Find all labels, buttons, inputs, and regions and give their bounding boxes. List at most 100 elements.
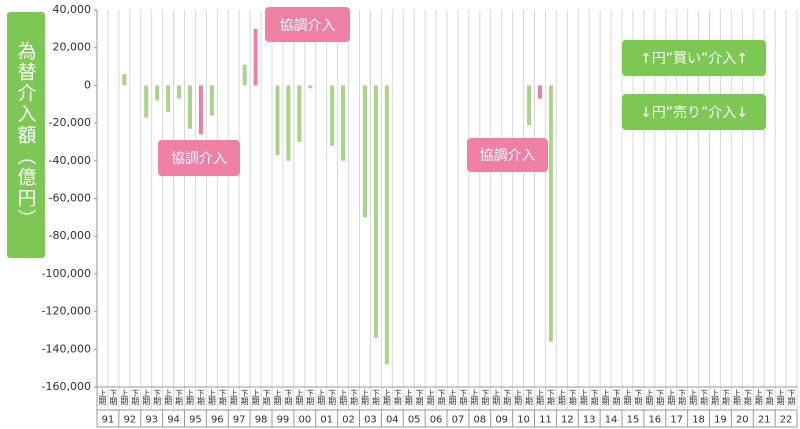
annotation: 協調介入 bbox=[467, 138, 548, 172]
half-label: 上期 bbox=[623, 389, 632, 406]
year-label: 06 bbox=[430, 415, 443, 426]
year-label: 19 bbox=[714, 415, 727, 426]
half-label: 上期 bbox=[601, 389, 610, 406]
year-label: 05 bbox=[408, 415, 421, 426]
bar bbox=[198, 85, 203, 135]
half-label: 下期 bbox=[481, 389, 490, 406]
bar bbox=[177, 85, 182, 99]
year-label: 94 bbox=[167, 415, 180, 426]
bar bbox=[384, 85, 389, 365]
year-label: 96 bbox=[211, 415, 224, 426]
year-label: 16 bbox=[648, 415, 661, 426]
half-label: 下期 bbox=[656, 389, 665, 406]
year-label: 00 bbox=[298, 415, 311, 426]
bar bbox=[155, 85, 160, 101]
y-tick-label: -40,000 bbox=[49, 154, 91, 167]
bar bbox=[187, 85, 192, 129]
y-tick-label: -60,000 bbox=[49, 192, 91, 205]
half-label: 上期 bbox=[448, 389, 457, 406]
half-label: 下期 bbox=[196, 389, 205, 406]
year-label: 10 bbox=[517, 415, 530, 426]
bar bbox=[122, 74, 127, 86]
bar bbox=[297, 85, 302, 142]
year-label: 95 bbox=[189, 415, 202, 426]
year-label: 04 bbox=[386, 415, 399, 426]
year-label: 99 bbox=[277, 415, 290, 426]
half-label: 上期 bbox=[404, 389, 413, 406]
y-tick-label: -120,000 bbox=[42, 305, 91, 318]
bar bbox=[144, 85, 149, 118]
half-label: 下期 bbox=[371, 389, 380, 406]
half-label: 上期 bbox=[185, 389, 194, 406]
half-label: 下期 bbox=[787, 389, 796, 406]
half-label: 上期 bbox=[339, 389, 348, 406]
half-label: 上期 bbox=[579, 389, 588, 406]
half-label: 上期 bbox=[710, 389, 719, 406]
half-label: 上期 bbox=[120, 389, 129, 406]
half-label: 上期 bbox=[535, 389, 544, 406]
year-label: 01 bbox=[320, 415, 333, 426]
year-label: 92 bbox=[123, 415, 136, 426]
half-label: 下期 bbox=[175, 389, 184, 406]
annotation: ↑円”買い”介入↑ bbox=[622, 40, 766, 76]
half-label: 上期 bbox=[776, 389, 785, 406]
bar bbox=[242, 64, 247, 86]
year-label: 09 bbox=[495, 415, 508, 426]
half-label: 下期 bbox=[700, 389, 709, 406]
half-label: 下期 bbox=[218, 389, 227, 406]
y-axis-label: 為替介入額（億円） bbox=[7, 12, 45, 258]
half-label: 下期 bbox=[262, 389, 271, 406]
bar bbox=[373, 85, 378, 338]
half-label: 下期 bbox=[525, 389, 534, 406]
half-label: 上期 bbox=[492, 389, 501, 406]
annotation: 協調介入 bbox=[158, 140, 240, 176]
half-label: 下期 bbox=[765, 389, 774, 406]
half-label: 下期 bbox=[350, 389, 359, 406]
y-tick-label: -20,000 bbox=[49, 116, 91, 129]
half-label: 上期 bbox=[317, 389, 326, 406]
half-label: 下期 bbox=[590, 389, 599, 406]
y-tick-label: 0 bbox=[84, 78, 91, 91]
bar bbox=[341, 85, 346, 161]
bar bbox=[362, 85, 367, 218]
bar bbox=[286, 85, 291, 161]
half-label: 下期 bbox=[568, 389, 577, 406]
half-label: 下期 bbox=[743, 389, 752, 406]
half-label: 下期 bbox=[306, 389, 315, 406]
year-label: 93 bbox=[145, 415, 158, 426]
year-label: 97 bbox=[233, 415, 246, 426]
half-label: 上期 bbox=[645, 389, 654, 406]
year-label: 98 bbox=[255, 415, 268, 426]
year-label: 08 bbox=[473, 415, 486, 426]
half-label: 上期 bbox=[557, 389, 566, 406]
bar bbox=[330, 85, 335, 146]
year-label: 14 bbox=[605, 415, 618, 426]
half-label: 下期 bbox=[437, 389, 446, 406]
bar bbox=[209, 85, 214, 116]
half-label: 上期 bbox=[207, 389, 216, 406]
half-label: 下期 bbox=[131, 389, 140, 406]
y-tick-label: 40,000 bbox=[53, 3, 92, 16]
year-label: 20 bbox=[736, 415, 749, 426]
bar bbox=[275, 85, 280, 156]
year-label: 03 bbox=[364, 415, 377, 426]
half-label: 下期 bbox=[612, 389, 621, 406]
half-label: 上期 bbox=[514, 389, 523, 406]
annotation: 協調介入 bbox=[265, 7, 350, 42]
year-label: 11 bbox=[539, 415, 552, 426]
bar bbox=[308, 85, 313, 89]
year-label: 21 bbox=[758, 415, 771, 426]
half-label: 上期 bbox=[164, 389, 173, 406]
half-label: 下期 bbox=[634, 389, 643, 406]
half-label: 下期 bbox=[109, 389, 118, 406]
half-label: 下期 bbox=[284, 389, 293, 406]
year-label: 12 bbox=[561, 415, 574, 426]
y-tick-label: -80,000 bbox=[49, 229, 91, 242]
y-tick-label: -100,000 bbox=[42, 267, 91, 280]
bar bbox=[166, 85, 171, 112]
half-label: 上期 bbox=[689, 389, 698, 406]
half-label: 下期 bbox=[503, 389, 512, 406]
half-label: 下期 bbox=[721, 389, 730, 406]
